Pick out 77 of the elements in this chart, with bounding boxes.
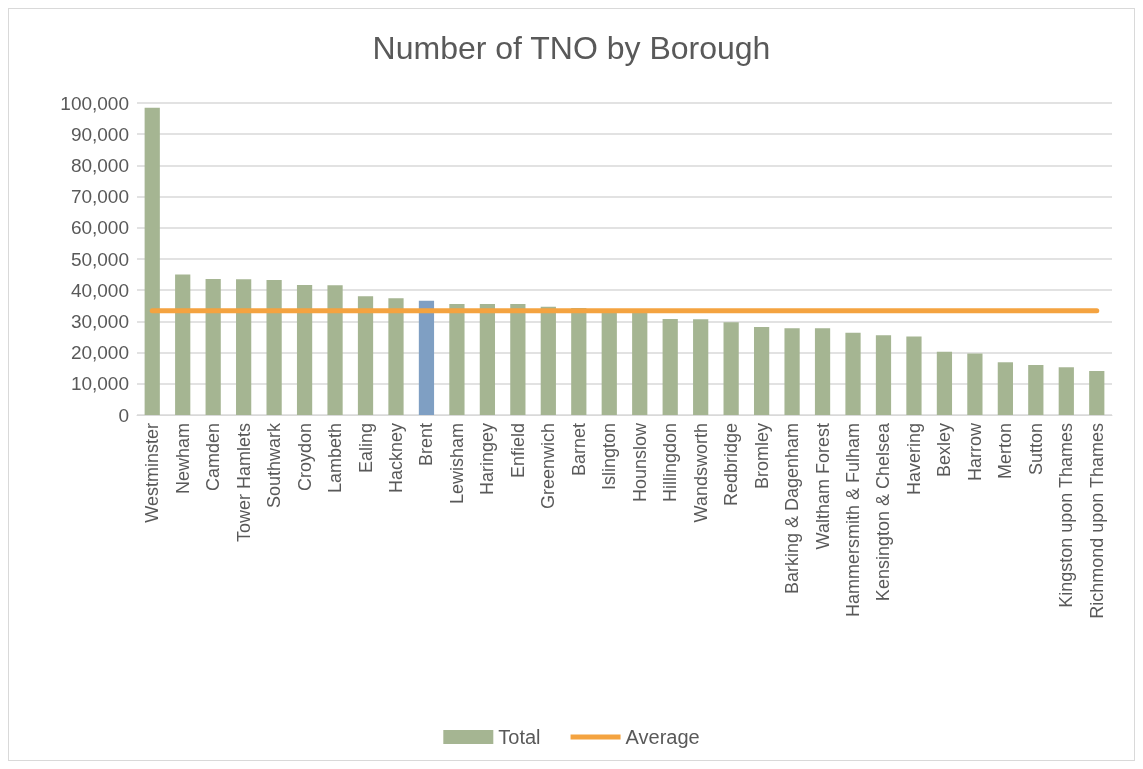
y-tick-label: 50,000 xyxy=(70,248,129,270)
bar xyxy=(1028,365,1044,415)
x-tick-label: Westminster xyxy=(142,423,163,523)
x-tick-label: Redbridge xyxy=(721,423,742,507)
bar xyxy=(1089,371,1105,415)
bar xyxy=(388,298,404,415)
x-tick-label: Barnet xyxy=(568,423,589,477)
bar xyxy=(662,318,678,415)
bar xyxy=(144,107,160,415)
x-tick-label: Harrow xyxy=(964,422,985,482)
x-tick-label: Ealing xyxy=(355,423,376,474)
x-tick-label: Kingston upon Thames xyxy=(1056,423,1077,608)
y-tick-label: 100,000 xyxy=(60,92,129,114)
x-tick-label: Bromley xyxy=(751,423,772,490)
x-tick-label: Merton xyxy=(995,423,1016,480)
x-tick-label: Brent xyxy=(416,423,437,467)
bar xyxy=(784,328,800,415)
x-tick-label: Islington xyxy=(599,423,620,491)
bar xyxy=(936,351,953,415)
y-tick-label: 90,000 xyxy=(70,123,129,145)
y-tick-label: 80,000 xyxy=(70,154,129,176)
bar xyxy=(327,285,343,415)
bar xyxy=(357,296,374,415)
x-tick-label: Barking & Dagenham xyxy=(782,423,803,595)
bar xyxy=(753,327,770,415)
x-tick-label: Havering xyxy=(903,423,924,496)
bar xyxy=(418,300,435,415)
y-tick-label: 70,000 xyxy=(70,186,129,208)
bar xyxy=(479,303,496,415)
y-tick-label: 20,000 xyxy=(70,342,129,364)
x-tick-label: Camden xyxy=(203,423,224,492)
bar xyxy=(510,303,526,415)
legend-label: Total xyxy=(498,726,541,748)
x-tick-label: Hackney xyxy=(385,423,406,494)
legend-label: Average xyxy=(625,726,700,748)
bar xyxy=(540,306,556,415)
y-tick-label: 40,000 xyxy=(70,279,129,301)
bar xyxy=(632,310,648,415)
x-tick-label: Hillingdon xyxy=(660,423,681,503)
bar xyxy=(175,274,191,415)
bar xyxy=(236,279,252,415)
bar xyxy=(967,353,983,415)
bar xyxy=(814,328,831,415)
x-tick-label: Newham xyxy=(172,423,193,495)
y-tick-label: 0 xyxy=(118,404,129,426)
x-tick-label: Hounslow xyxy=(629,422,650,503)
bar xyxy=(1058,367,1074,415)
chart-title: Number of TNO by Borough xyxy=(372,30,771,66)
bar xyxy=(296,284,313,415)
bar xyxy=(723,322,739,415)
x-tick-label: Bexley xyxy=(934,423,955,478)
x-tick-label: Waltham Forest xyxy=(812,423,833,550)
bar xyxy=(601,310,617,415)
x-tick-label: Sutton xyxy=(1025,423,1046,476)
y-tick-label: 60,000 xyxy=(70,217,129,239)
x-tick-label: Haringey xyxy=(477,423,498,496)
y-tick-label: 10,000 xyxy=(70,373,129,395)
bar xyxy=(266,279,282,415)
x-tick-label: Wandsworth xyxy=(690,423,711,523)
x-tick-label: Enfield xyxy=(507,423,528,479)
bar xyxy=(906,336,922,415)
x-tick-label: Southwark xyxy=(264,422,285,509)
x-tick-label: Hammersmith & Fulham xyxy=(843,423,864,618)
bar xyxy=(693,319,709,415)
x-tick-label: Lambeth xyxy=(325,423,346,494)
bar xyxy=(875,335,892,415)
x-tick-label: Lewisham xyxy=(446,423,467,505)
x-tick-label: Greenwich xyxy=(538,423,559,510)
x-tick-label: Croydon xyxy=(294,423,315,492)
x-tick-label: Richmond upon Thames xyxy=(1086,423,1107,619)
x-tick-label: Tower Hamlets xyxy=(233,423,254,543)
bar xyxy=(205,278,221,415)
y-tick-label: 30,000 xyxy=(70,310,129,332)
bar xyxy=(997,362,1013,415)
bar xyxy=(845,332,861,415)
x-tick-label: Kensington & Chelsea xyxy=(873,422,894,602)
bar xyxy=(449,303,465,415)
